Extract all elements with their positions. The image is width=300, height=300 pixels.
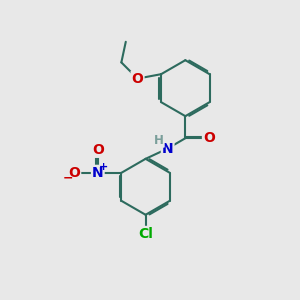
- Text: N: N: [92, 166, 103, 180]
- Text: N: N: [162, 142, 173, 155]
- Text: Cl: Cl: [138, 227, 153, 241]
- Text: +: +: [99, 162, 108, 172]
- Text: O: O: [68, 166, 80, 180]
- Text: H: H: [154, 134, 164, 147]
- Text: −: −: [62, 172, 73, 184]
- Text: O: O: [132, 72, 143, 86]
- Text: O: O: [203, 131, 215, 145]
- Text: O: O: [92, 143, 104, 157]
